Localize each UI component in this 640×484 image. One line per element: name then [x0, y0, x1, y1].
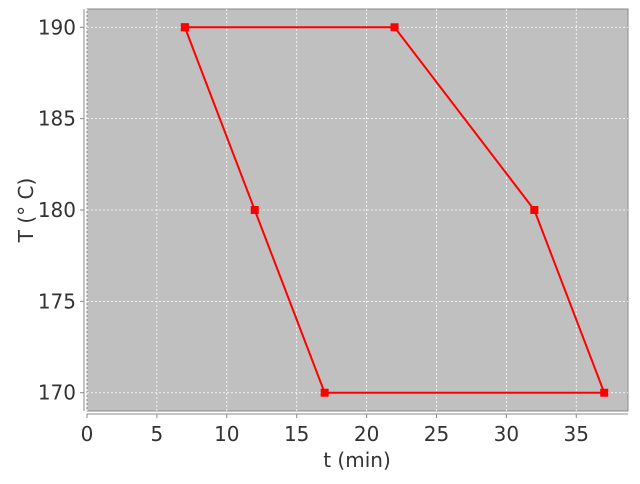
- data-point: [530, 206, 539, 214]
- y-axis-label: T (° C): [14, 178, 38, 244]
- data-point: [320, 388, 329, 397]
- x-tick-label: 25: [424, 422, 449, 446]
- data-point: [180, 23, 189, 32]
- data-point: [250, 206, 259, 214]
- data-point: [600, 388, 609, 397]
- x-tick-label: 20: [354, 422, 379, 446]
- data-point: [390, 23, 399, 32]
- y-tick-label: 190: [38, 15, 76, 39]
- y-tick-label: 170: [38, 381, 76, 405]
- y-tick-label: 185: [38, 107, 76, 131]
- y-tick-label: 180: [38, 198, 76, 222]
- x-tick-label: 0: [81, 422, 94, 446]
- x-tick-label: 35: [564, 422, 589, 446]
- x-tick-label: 10: [214, 422, 239, 446]
- x-axis-label: t (min): [323, 448, 391, 472]
- y-tick-label: 175: [38, 289, 76, 313]
- x-tick-label: 30: [494, 422, 519, 446]
- x-tick-label: 15: [284, 422, 309, 446]
- x-tick-label: 5: [151, 422, 164, 446]
